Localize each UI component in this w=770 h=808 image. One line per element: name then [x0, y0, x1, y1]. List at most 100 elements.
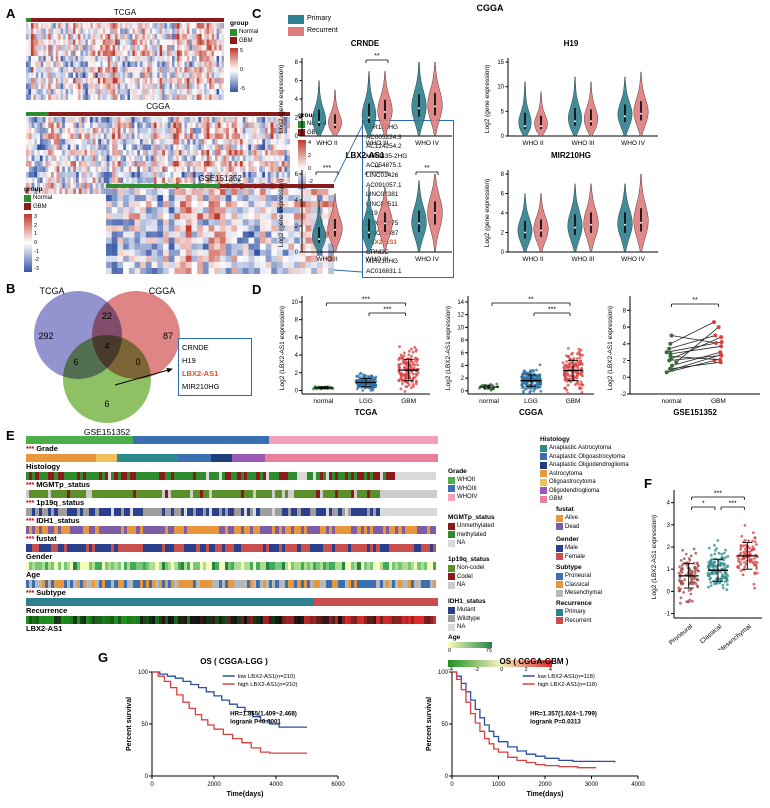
svg-text:Log2 (gene expression): Log2 (gene expression)	[484, 179, 491, 247]
svg-text:Classical: Classical	[699, 623, 724, 645]
panel-g-label: G	[98, 650, 109, 665]
svg-text:WHO IV: WHO IV	[415, 256, 439, 263]
heatmap-tcga-grid	[26, 18, 224, 100]
svg-text:2: 2	[667, 545, 671, 551]
plot-canvas-mir210hg: 0 2 4 6 8 Log2 (gene expression) WHO II WHO III…	[482, 162, 660, 264]
svg-text:0: 0	[295, 250, 299, 256]
svg-text:LGG: LGG	[524, 398, 538, 405]
svg-text:4: 4	[461, 363, 465, 369]
svg-text:0: 0	[445, 774, 449, 780]
svg-text:0: 0	[450, 782, 454, 788]
svg-text:Log2 (LBX2-AS1 expression): Log2 (LBX2-AS1 expression)	[651, 515, 658, 599]
svg-text:4: 4	[667, 501, 671, 507]
svg-text:WHO II: WHO II	[316, 140, 337, 147]
svg-text:logrank P<0.0001: logrank P<0.0001	[230, 719, 281, 726]
svg-text:normal: normal	[662, 398, 682, 405]
svg-text:2: 2	[295, 116, 299, 122]
primary-recurrent-legend: Primary Recurrent	[288, 13, 338, 37]
legend-1p19q-status: 1p19q_status Non-codel Codel NA	[448, 556, 490, 589]
svg-text:low LBX2-AS1(n=210): low LBX2-AS1(n=210)	[238, 674, 296, 680]
panel-e-label: E	[6, 428, 15, 443]
panel-f-label: F	[644, 476, 652, 491]
svg-text:4000: 4000	[631, 782, 645, 788]
svg-text:0: 0	[501, 134, 505, 140]
km-gbm-title: OS ( CGGA-GBM )	[499, 657, 569, 666]
legend-subtype: Subtype Proneural Classical Mesenchymal	[556, 564, 603, 597]
legend-recurrence: Recurrence Primary Recurrent	[556, 600, 592, 625]
panel-c-label: C	[252, 6, 262, 21]
genebox-connector-lines	[334, 125, 363, 273]
heatmap-tcga-title: TCGA	[113, 8, 137, 17]
venn-circle-gse	[63, 335, 151, 423]
svg-text:WHO II: WHO II	[522, 140, 543, 147]
legend-grade: Grade WHOII WHOIII WHOIV	[448, 468, 478, 501]
svg-text:**: **	[424, 165, 430, 172]
legend-fustat: fustat Alive Dead	[556, 506, 580, 531]
venn-label-cgga: CGGA	[149, 286, 176, 296]
km-plot-gbm: OS ( CGGA-GBM ) 0 1000 2000 3000 4000 0 50 100 T…	[422, 656, 646, 802]
venn-arrow	[114, 367, 173, 386]
panel-a-label: A	[6, 6, 16, 21]
svg-text:Log2 (LBX2-AS1 expression): Log2 (LBX2-AS1 expression)	[279, 306, 286, 390]
svg-text:WHO III: WHO III	[571, 256, 594, 263]
venn-count-cgga-gse: 0	[135, 357, 140, 367]
svg-text:0: 0	[295, 134, 299, 140]
plot-title-crnde: CRNDE	[350, 39, 380, 48]
svg-text:2: 2	[295, 371, 299, 377]
svg-text:normal: normal	[313, 398, 333, 405]
svg-text:Time(days): Time(days)	[227, 791, 264, 798]
svg-text:WHO III: WHO III	[365, 140, 388, 147]
violin-plot-lbx2as1: LBX2-AS1 0 2 4 6 Log2 (gene expression) WHO I…	[276, 150, 454, 264]
svg-text:GBM: GBM	[401, 398, 416, 405]
svg-text:Log2 (LBX2-AS1 expression): Log2 (LBX2-AS1 expression)	[445, 306, 452, 390]
venn-count-center: 4	[104, 341, 109, 351]
scatter-cgga: 0 2 4 6 8 10 12 14 Log2 (LBX2-AS1 expression) ** *…	[442, 288, 598, 418]
svg-text:logrank P=0.0313: logrank P=0.0313	[530, 719, 581, 726]
svg-text:6: 6	[295, 79, 299, 85]
svg-text:Mesenchymal: Mesenchymal	[717, 623, 753, 650]
svg-text:100: 100	[438, 670, 449, 676]
svg-text:normal: normal	[479, 398, 499, 405]
svg-text:WHO II: WHO II	[522, 256, 543, 263]
km-plot-lgg: OS ( CGGA-LGG ) 0 2000 4000 6000 0 50 100 Time(…	[122, 656, 346, 802]
svg-text:Percent survival: Percent survival	[426, 697, 433, 751]
svg-text:0: 0	[501, 250, 505, 256]
svg-text:high LBX2-AS1(n=210): high LBX2-AS1(n=210)	[238, 682, 298, 688]
svg-text:WHO IV: WHO IV	[621, 256, 645, 263]
venn-count-tcga-gse: 6	[73, 357, 78, 367]
svg-text:8: 8	[501, 172, 505, 178]
svg-text:Log2 (gene expression): Log2 (gene expression)	[278, 65, 285, 133]
heatmap-tcga-legend: group Normal GBM 5 0 -5	[230, 20, 259, 92]
svg-text:WHO II: WHO II	[316, 256, 337, 263]
svg-text:***: ***	[548, 307, 556, 314]
svg-text:8: 8	[623, 308, 627, 314]
svg-text:2: 2	[501, 231, 505, 237]
plot-title-lbx2as1: LBX2-AS1	[345, 151, 385, 160]
svg-text:50: 50	[441, 722, 448, 728]
svg-text:0: 0	[667, 589, 671, 595]
svg-text:0: 0	[150, 782, 154, 788]
svg-text:4: 4	[295, 353, 299, 359]
svg-text:TCGA: TCGA	[355, 408, 378, 417]
plot-title-h19: H19	[563, 39, 579, 48]
svg-text:8: 8	[295, 318, 299, 324]
svg-text:0: 0	[623, 375, 627, 381]
km-gbm-canvas: 0 1000 2000 3000 4000 0 50 100 Time(days) Percent…	[422, 668, 646, 802]
venn-count-tcga-only: 292	[38, 331, 53, 341]
svg-text:1000: 1000	[492, 782, 506, 788]
violin-plot-h19: H19 0 5 10 15 Log2 (gene expression) WHO II WH…	[482, 38, 660, 148]
svg-text:**: **	[374, 165, 380, 172]
venn-label-tcga: TCGA	[39, 286, 64, 296]
svg-text:4: 4	[623, 342, 627, 348]
svg-text:6: 6	[623, 325, 627, 331]
km-lgg-title: OS ( CGGA-LGG )	[200, 657, 268, 666]
svg-text:6: 6	[295, 335, 299, 341]
svg-text:8: 8	[295, 60, 299, 66]
heatmap-gse-title: GSE151352	[198, 174, 242, 183]
svg-text:WHO IV: WHO IV	[415, 140, 439, 147]
venn-count-gse-only: 6	[104, 399, 109, 409]
plot-canvas-h19: 0 5 10 15 Log2 (gene expression) WHO II WHO II…	[482, 50, 660, 148]
heatmap-tcga: TCGA	[26, 8, 224, 100]
svg-text:***: ***	[323, 165, 331, 172]
